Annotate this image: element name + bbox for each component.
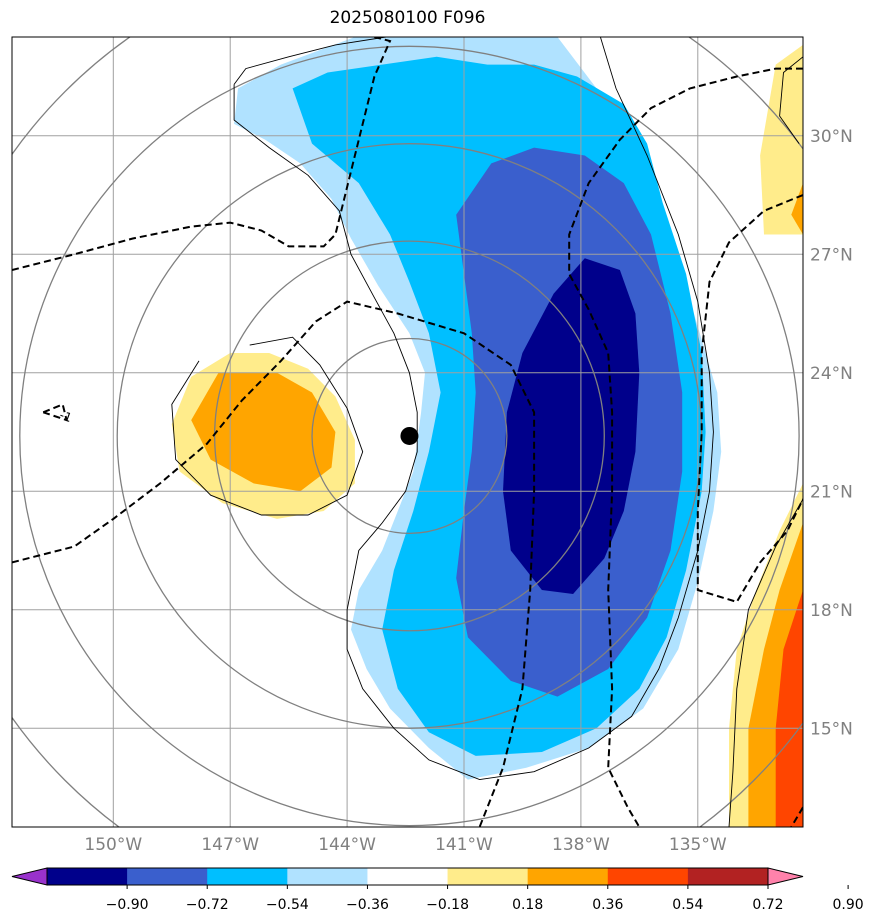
colorbar-label-8: 0.72	[752, 897, 783, 913]
solid-contour-3	[779, 56, 803, 144]
solid-contours	[171, 37, 803, 827]
filled-region-6	[760, 44, 803, 235]
lon-label-1: 147°W	[201, 835, 259, 855]
dashed-contour-5	[42, 403, 69, 422]
lat-label-1: 18°N	[810, 601, 853, 621]
dashed-contour-0	[12, 37, 392, 271]
dashed-contour-3	[696, 194, 803, 604]
solid-contour-1	[233, 37, 714, 781]
dashed-contour-4	[790, 806, 803, 827]
colorbar-extend-max	[767, 867, 804, 886]
colorbar-outline	[46, 867, 769, 886]
center-dot	[400, 426, 419, 445]
colorbar-label-1: −0.72	[186, 897, 229, 913]
contour-label: -1	[58, 408, 74, 425]
lat-tick-labels: 15°N 18°N 21°N 24°N 27°N 30°N	[810, 127, 853, 740]
map-frame	[11, 36, 804, 828]
graticule	[12, 37, 803, 827]
colorbar-label-6: 0.36	[592, 897, 623, 913]
colorbar-extend-min	[11, 867, 48, 886]
solid-contour-0	[233, 37, 387, 85]
colorbar-label-4: −0.18	[426, 897, 469, 913]
filled-region-3	[503, 258, 640, 594]
filled-region-5	[191, 372, 336, 492]
colorbar-label-2: −0.54	[266, 897, 309, 913]
contour-label-group: -1	[58, 408, 74, 425]
lon-label-0: 150°W	[84, 835, 142, 855]
colorbar-segment-5	[447, 868, 529, 885]
chart-title: 2025080100 F096	[329, 8, 486, 28]
range-ring-3	[19, 45, 800, 827]
lat-label-0: 15°N	[810, 719, 853, 739]
colorbar-label-0: −0.90	[106, 897, 149, 913]
colorbar-segment-7	[607, 868, 689, 885]
colorbar-segment-6	[527, 868, 609, 885]
solid-contour-4	[728, 498, 803, 827]
storm-center-marker	[400, 426, 419, 445]
colorbar-label-5: 0.18	[512, 897, 543, 913]
colorbar-segment-1	[127, 868, 208, 885]
colorbar-segment-8	[687, 868, 769, 885]
lat-label-5: 30°N	[810, 127, 853, 147]
lat-label-4: 27°N	[810, 245, 853, 265]
lon-tick-labels: 150°W 147°W 144°W 141°W 138°W 135°W	[84, 835, 726, 855]
colorbar-label-7: 0.54	[672, 897, 703, 913]
dashed-contours	[12, 37, 803, 827]
colorbar-segment-4	[367, 868, 449, 885]
lon-label-3: 141°W	[435, 835, 493, 855]
filled-contours	[171, 37, 803, 827]
lat-label-3: 24°N	[810, 364, 853, 384]
range-ring-0	[311, 337, 508, 535]
lon-label-5: 135°W	[669, 835, 727, 855]
lon-label-2: 144°W	[318, 835, 376, 855]
colorbar-label-9: 0.90	[833, 897, 864, 913]
lat-label-2: 21°N	[810, 482, 853, 502]
range-ring-1	[213, 240, 605, 632]
solid-contour-2	[171, 336, 364, 516]
colorbar: −0.90 −0.72 −0.54 −0.36 −0.18 0.18 0.36 0.54 0.7…	[11, 867, 864, 913]
lon-label-4: 138°W	[552, 835, 610, 855]
colorbar-segment-0	[47, 868, 128, 885]
colorbar-label-3: −0.36	[346, 897, 389, 913]
colorbar-segment-3	[287, 868, 368, 885]
colorbar-segment-2	[207, 868, 288, 885]
filled-region-10	[775, 590, 803, 827]
